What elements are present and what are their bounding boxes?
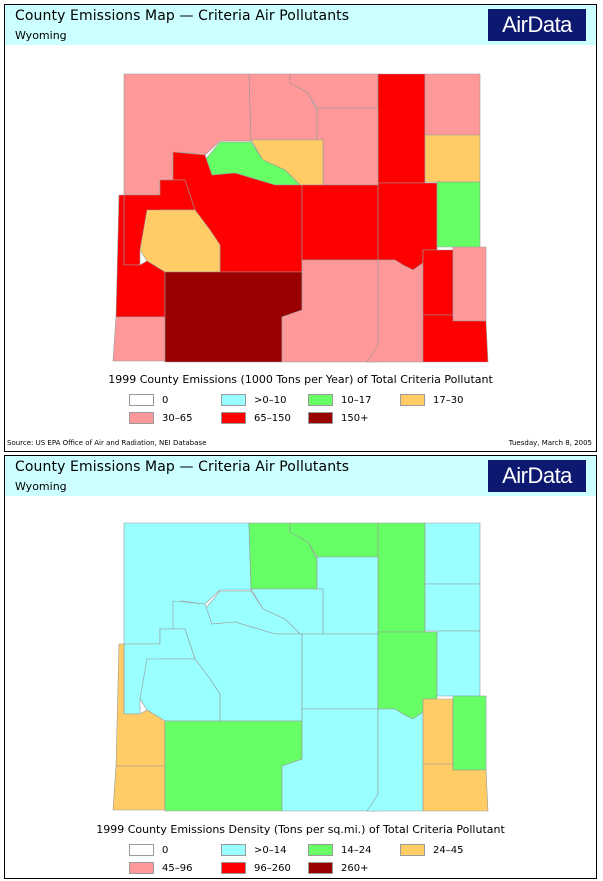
county-sweetwater[interactable] (164, 720, 303, 812)
legend-swatch (129, 394, 154, 406)
state-subtitle: Wyoming (15, 480, 67, 493)
county-crook[interactable] (424, 73, 481, 136)
page-title: County Emissions Map — Criteria Air Poll… (15, 8, 350, 24)
county-campbell[interactable] (377, 73, 426, 184)
emissions-density-map-panel: County Emissions Map — Criteria Air Poll… (4, 455, 597, 879)
county-uinta[interactable] (112, 765, 166, 811)
legend-label: 14–24 (341, 844, 372, 856)
page-title: County Emissions Map — Criteria Air Poll… (15, 459, 350, 475)
legend-item: 150+ (308, 412, 368, 424)
legend-label: 10–17 (341, 394, 372, 406)
panel-header: County Emissions Map — Criteria Air Poll… (5, 456, 596, 496)
wyoming-emissions-map (112, 73, 489, 363)
legend-label: 45–96 (162, 862, 193, 874)
legend-swatch (129, 862, 154, 874)
source-note: Source: US EPA Office of Air and Radiati… (7, 439, 207, 447)
county-uinta[interactable] (112, 316, 166, 362)
legend-swatch (400, 394, 425, 406)
county-crook[interactable] (424, 522, 481, 585)
legend-label: >0–10 (254, 394, 287, 406)
legend-swatch (221, 844, 246, 856)
legend-item: 14–24 (308, 844, 371, 856)
legend-label: >0–14 (254, 844, 287, 856)
legend-label: 150+ (341, 412, 369, 424)
emissions-map-panel: County Emissions Map — Criteria Air Poll… (4, 4, 597, 452)
legend-swatch (308, 394, 333, 406)
legend-swatch (221, 412, 246, 424)
date-stamp: Tuesday, March 8, 2005 (508, 439, 592, 447)
legend-swatch (129, 844, 154, 856)
legend-item: 260+ (308, 862, 368, 874)
wyoming-density-map (112, 522, 489, 812)
airdata-logo: AirData (488, 460, 586, 492)
county-sweetwater[interactable] (164, 271, 303, 363)
legend-label: 260+ (341, 862, 369, 874)
legend-swatch (400, 844, 425, 856)
county-goshen[interactable] (452, 246, 487, 322)
county-platte[interactable] (422, 698, 454, 765)
county-weston[interactable] (424, 583, 481, 632)
legend-item: 0 (129, 844, 168, 856)
county-natrona[interactable] (301, 633, 379, 710)
legend-item: 96–260 (221, 862, 291, 874)
legend-swatch (129, 412, 154, 424)
legend-label: 0 (162, 844, 169, 856)
legend-item: 45–96 (129, 862, 192, 874)
state-subtitle: Wyoming (15, 29, 67, 42)
legend-label: 17–30 (433, 394, 464, 406)
legend-label: 65–150 (254, 412, 291, 424)
legend-item: >0–14 (221, 844, 286, 856)
county-johnson[interactable] (316, 556, 379, 635)
legend-label: 0 (162, 394, 169, 406)
county-campbell[interactable] (377, 522, 426, 633)
county-natrona[interactable] (301, 184, 379, 261)
county-laramie[interactable] (422, 763, 489, 812)
legend-swatch (308, 862, 333, 874)
legend-label: 24–45 (433, 844, 464, 856)
map-legend: 0 >0–10 10–17 17–30 30–65 65–150 150+ (5, 5, 596, 451)
county-goshen[interactable] (452, 695, 487, 771)
legend-label: 96–260 (254, 862, 291, 874)
legend-item: 30–65 (129, 412, 192, 424)
legend-item: 65–150 (221, 412, 291, 424)
airdata-logo: AirData (488, 9, 586, 41)
map-caption: 1999 County Emissions Density (Tons per … (96, 823, 505, 836)
map-caption: 1999 County Emissions (1000 Tons per Yea… (108, 373, 493, 386)
legend-item: 17–30 (400, 394, 463, 406)
county-platte[interactable] (422, 249, 454, 316)
county-niobrara[interactable] (436, 630, 481, 697)
legend-item: >0–10 (221, 394, 286, 406)
legend-swatch (221, 394, 246, 406)
legend-swatch (221, 862, 246, 874)
county-johnson[interactable] (316, 107, 379, 186)
legend-label: 30–65 (162, 412, 193, 424)
legend-swatch (308, 412, 333, 424)
county-laramie[interactable] (422, 314, 489, 363)
county-weston[interactable] (424, 134, 481, 183)
legend-swatch (308, 844, 333, 856)
county-niobrara[interactable] (436, 181, 481, 248)
legend-item: 24–45 (400, 844, 463, 856)
legend-item: 10–17 (308, 394, 371, 406)
panel-header: County Emissions Map — Criteria Air Poll… (5, 5, 596, 45)
map-legend: 0 >0–14 14–24 24–45 45–96 96–260 260+ (5, 456, 596, 878)
legend-item: 0 (129, 394, 168, 406)
